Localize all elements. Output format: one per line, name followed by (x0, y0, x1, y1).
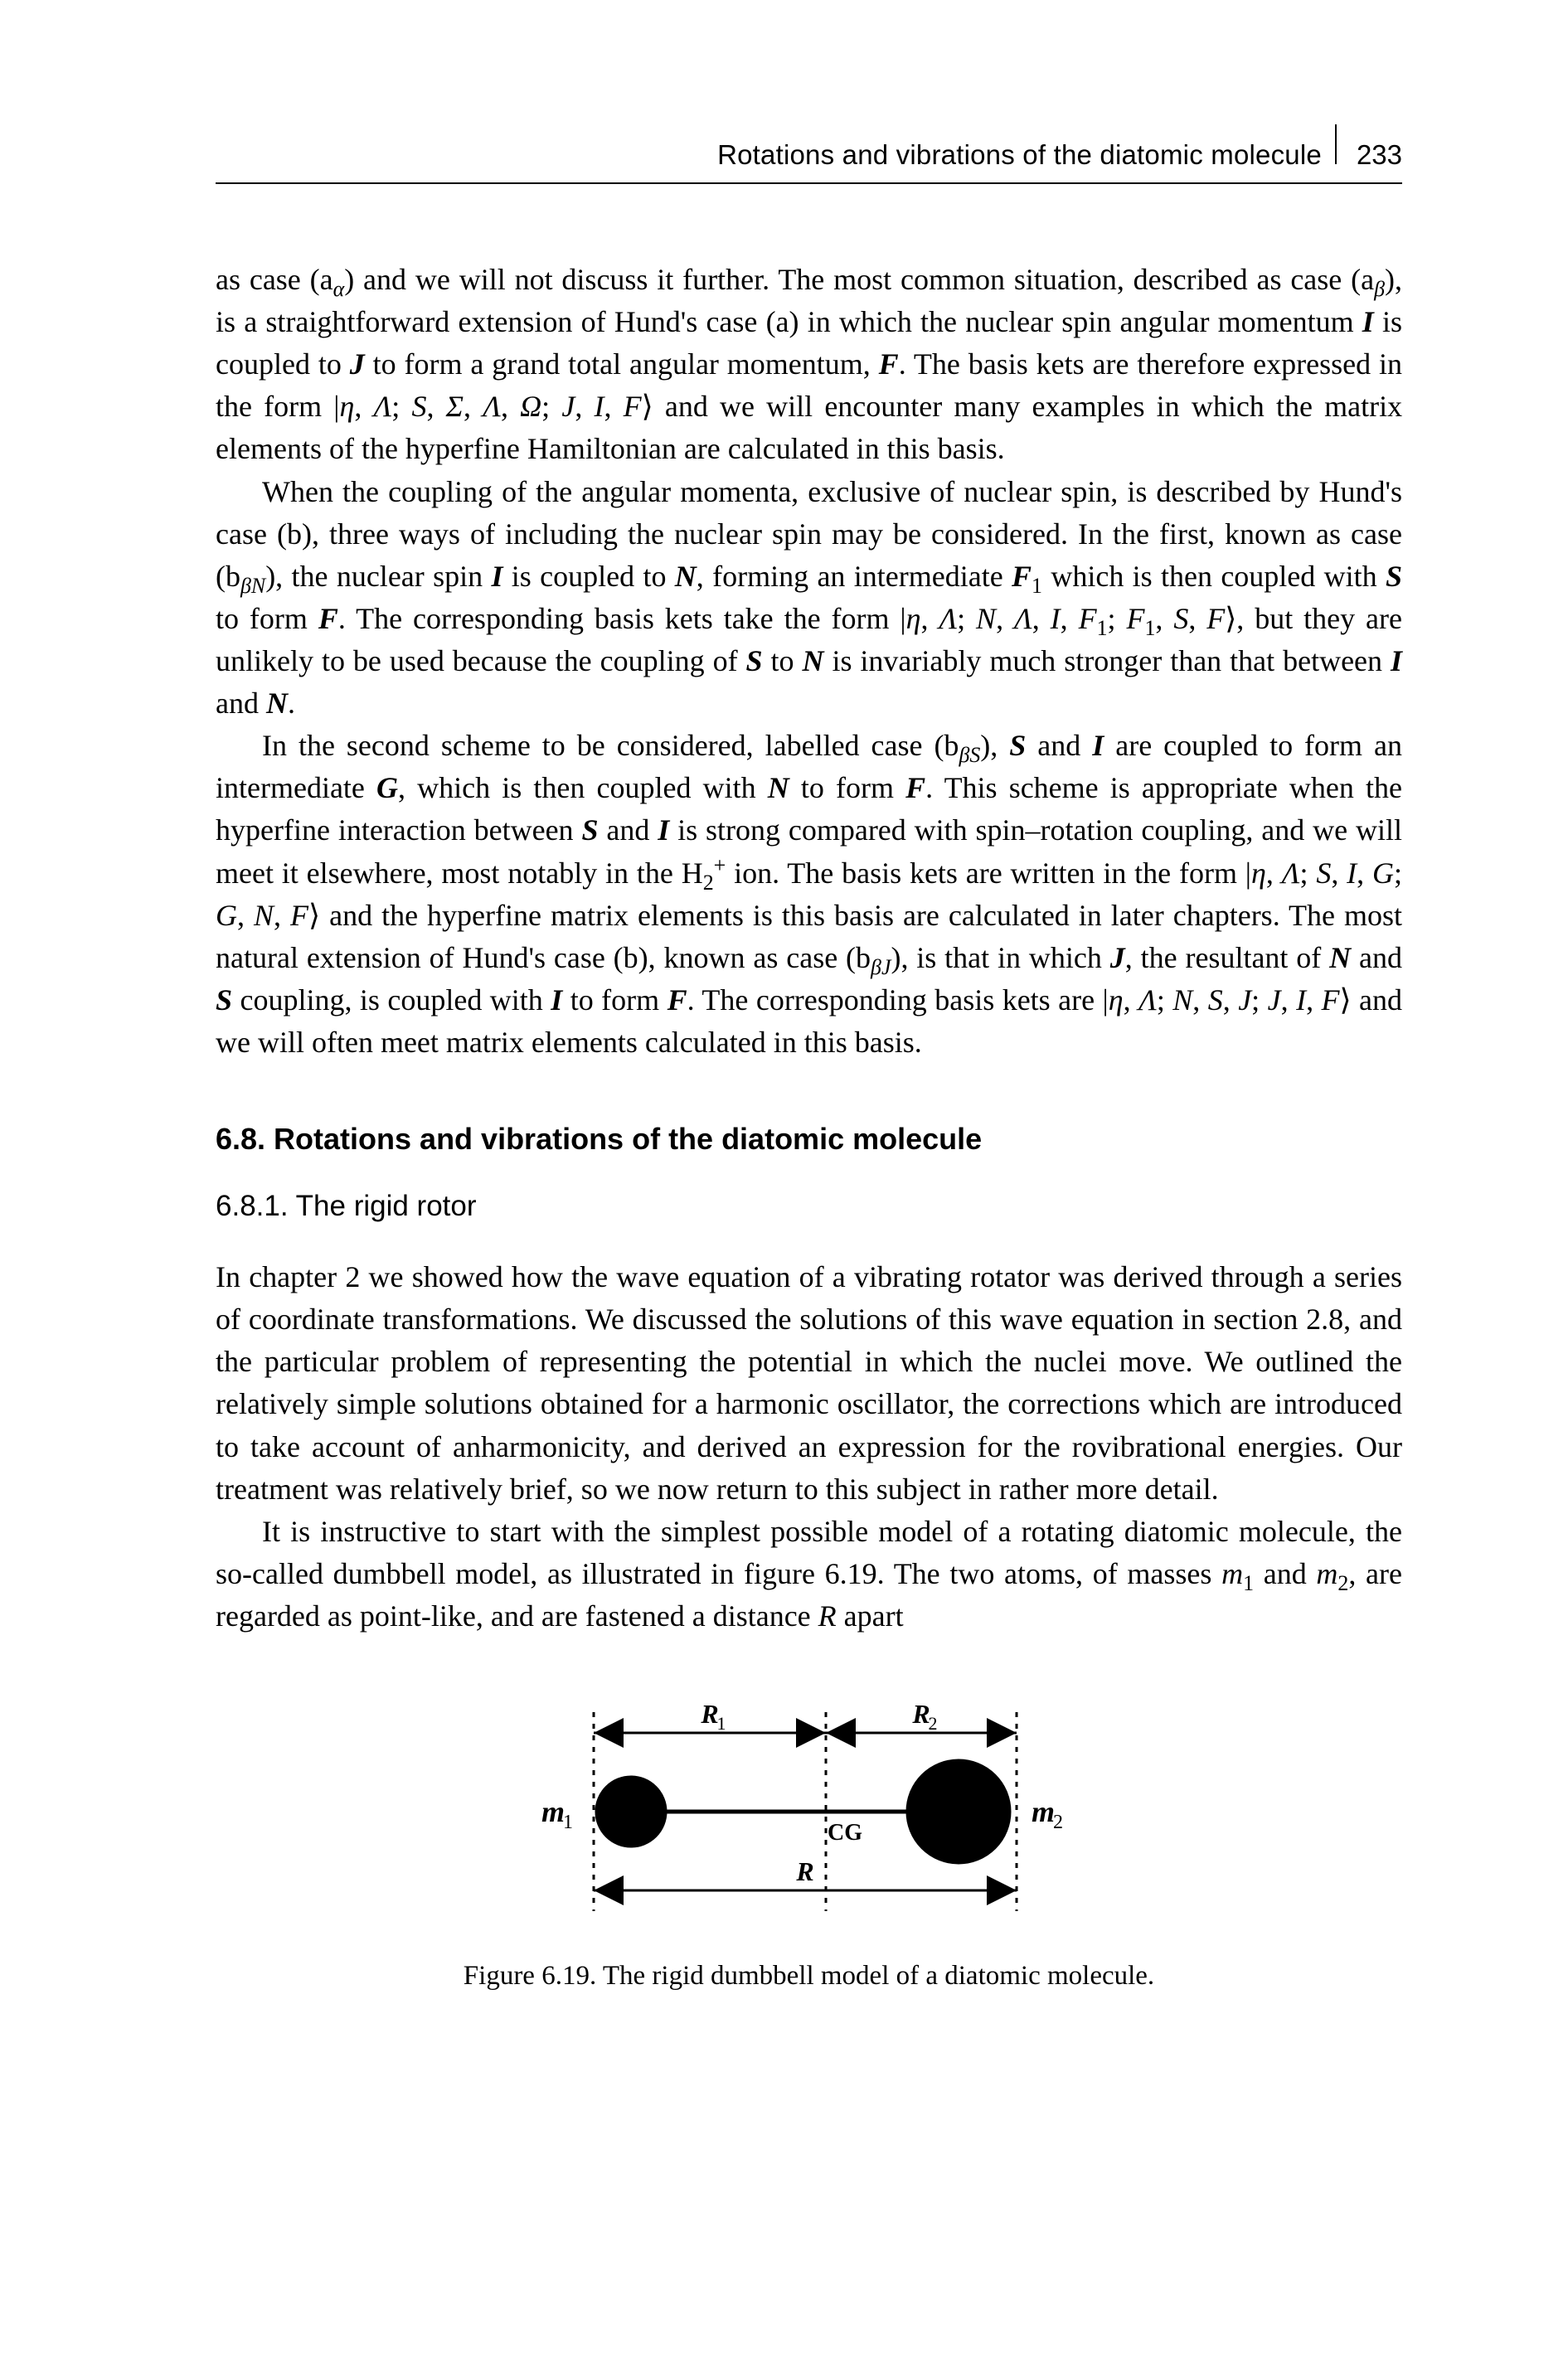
svg-text:1: 1 (563, 1812, 573, 1833)
svg-text:CG: CG (828, 1820, 862, 1846)
paragraph-1: as case (aα) and we will not discuss it … (216, 259, 1402, 471)
page-number: 233 (1357, 139, 1402, 171)
dumbbell-diagram: m1m2R1R2RCG (494, 1687, 1124, 1936)
section-heading: 6.8. Rotations and vibrations of the dia… (216, 1122, 1402, 1157)
svg-text:2: 2 (1053, 1812, 1063, 1833)
svg-text:m: m (541, 1795, 564, 1828)
svg-text:2: 2 (928, 1713, 937, 1734)
running-header: Rotations and vibrations of the diatomic… (216, 124, 1402, 184)
svg-text:R: R (911, 1699, 930, 1729)
svg-text:1: 1 (716, 1713, 726, 1734)
header-rule (1335, 124, 1337, 164)
figure-6-19: m1m2R1R2RCG Figure 6.19. The rigid dumbb… (216, 1687, 1402, 1992)
paragraph-3: In the second scheme to be considered, l… (216, 725, 1402, 1064)
svg-text:R: R (795, 1856, 813, 1886)
subsection-heading: 6.8.1. The rigid rotor (216, 1190, 1402, 1223)
page: Rotations and vibrations of the diatomic… (0, 0, 1568, 2363)
paragraph-4: In chapter 2 we showed how the wave equa… (216, 1256, 1402, 1511)
running-title: Rotations and vibrations of the diatomic… (717, 139, 1322, 171)
figure-caption: Figure 6.19. The rigid dumbbell model of… (216, 1961, 1402, 1992)
svg-text:R: R (700, 1699, 718, 1729)
paragraph-2: When the coupling of the angular momenta… (216, 471, 1402, 725)
paragraph-5: It is instructive to start with the simp… (216, 1511, 1402, 1638)
svg-text:m: m (1031, 1795, 1054, 1828)
